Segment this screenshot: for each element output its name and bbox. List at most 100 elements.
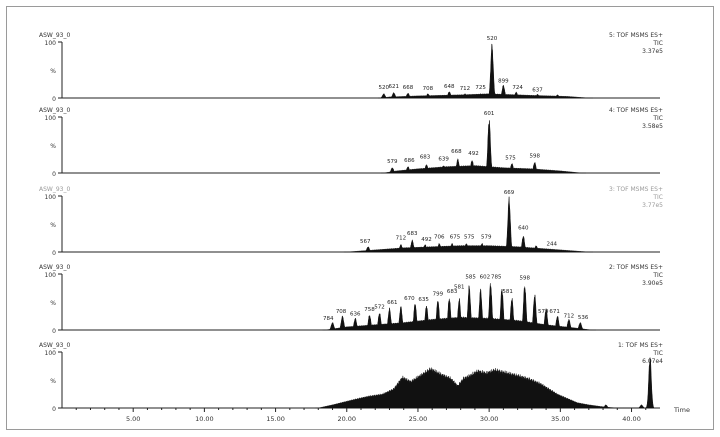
peak-label: 799 bbox=[433, 291, 444, 297]
y-tick-label-max: 100 bbox=[45, 40, 57, 47]
peak-label: 712 bbox=[564, 314, 575, 320]
peak-label: 601 bbox=[484, 111, 495, 117]
trace-function-label: 1: TOF MS ES+ bbox=[618, 342, 663, 349]
x-tick-label: 25.00 bbox=[409, 415, 428, 423]
trace-intensity-label: 3.58e5 bbox=[642, 123, 663, 130]
x-tick-label: 15.00 bbox=[266, 415, 285, 423]
trace-function-label: 2: TOF MSMS ES+ bbox=[609, 264, 663, 271]
trace-detector-label: TIC bbox=[652, 40, 663, 47]
peak-label: 784 bbox=[323, 316, 334, 322]
peak-label: 572 bbox=[374, 305, 385, 311]
peak-label: 585 bbox=[465, 274, 476, 280]
trace-function-label: 5: TOF MSMS ES+ bbox=[609, 32, 663, 39]
peak-label: 686 bbox=[404, 158, 415, 164]
peak-label: 581 bbox=[454, 285, 465, 291]
y-tick-label-min: 0 bbox=[52, 96, 56, 103]
peak-label: 598 bbox=[529, 153, 540, 159]
peak-label: 520 bbox=[487, 36, 498, 42]
peak-label: 670 bbox=[404, 296, 415, 302]
peak-label: 579 bbox=[538, 309, 549, 315]
peak-label: 575 bbox=[505, 156, 516, 162]
x-tick-label: 30.00 bbox=[480, 415, 499, 423]
trace-function-label: 4: TOF MSMS ES+ bbox=[609, 107, 663, 114]
peak-label: 621 bbox=[388, 84, 399, 90]
peak-label: 492 bbox=[421, 237, 432, 243]
trace-detector-label: TIC bbox=[652, 194, 663, 201]
y-axis-unit: % bbox=[50, 222, 56, 229]
peak-label: 785 bbox=[491, 274, 502, 280]
peak-label: 671 bbox=[549, 309, 560, 315]
peak-label: 636 bbox=[350, 311, 361, 317]
trace-sample-label: ASW_93_0 bbox=[39, 264, 70, 271]
trace-intensity-label: 3.37e5 bbox=[642, 48, 663, 55]
y-axis-unit: % bbox=[50, 143, 56, 150]
peak-label: 668 bbox=[403, 85, 414, 91]
x-tick-label: 20.00 bbox=[337, 415, 356, 423]
y-tick-label-min: 0 bbox=[52, 406, 56, 413]
peak-label: 492 bbox=[468, 151, 479, 157]
peak-label: 640 bbox=[518, 226, 529, 232]
x-tick-label: 10.00 bbox=[195, 415, 214, 423]
trace-panels: ASW_93_0 5: TOF MSMS ES+TIC3.37e5100%0520… bbox=[39, 32, 663, 413]
peak-label: 602 bbox=[480, 274, 491, 280]
y-axis-unit: % bbox=[50, 68, 56, 75]
peak-label: 668 bbox=[451, 149, 462, 155]
y-tick-label-min: 0 bbox=[52, 328, 56, 335]
peak-label: 648 bbox=[444, 84, 455, 90]
y-tick-label-max: 100 bbox=[45, 272, 57, 279]
peak-label: 244 bbox=[547, 241, 558, 247]
peak-label: 758 bbox=[364, 307, 375, 313]
trace-intensity-label: 6.07e4 bbox=[642, 358, 663, 365]
trace-sample-label: ASW_93_0 bbox=[39, 186, 70, 193]
x-tick-label: 40.00 bbox=[622, 415, 641, 423]
peak-label: 712 bbox=[396, 236, 407, 242]
peak-label: 683 bbox=[447, 289, 458, 295]
trace-detector-label: TIC bbox=[652, 272, 663, 279]
trace-signal bbox=[343, 196, 594, 253]
y-tick-label-max: 100 bbox=[45, 350, 57, 357]
x-axis: 5.00 10.00 15.00 20.00 25.00 30.00 35.00 40.00 T… bbox=[75, 406, 690, 423]
peak-label: 637 bbox=[532, 87, 543, 93]
peak-label: 661 bbox=[387, 300, 398, 306]
trace-intensity-label: 3.77e5 bbox=[642, 202, 663, 209]
y-axis-unit: % bbox=[50, 378, 56, 385]
peak-label: 708 bbox=[336, 309, 347, 315]
trace-signal bbox=[378, 43, 594, 99]
y-tick-label-max: 100 bbox=[45, 194, 57, 201]
peak-label: 899 bbox=[498, 78, 509, 84]
trace-detector-label: TIC bbox=[652, 115, 663, 122]
peak-label: 567 bbox=[360, 239, 371, 245]
peak-label: 683 bbox=[407, 231, 418, 237]
peak-label: 579 bbox=[387, 159, 398, 165]
peak-label: 639 bbox=[438, 157, 449, 163]
trace-sample-label: ASW_93_0 bbox=[39, 342, 70, 349]
trace-signal bbox=[322, 283, 596, 331]
trace-signal bbox=[380, 120, 586, 174]
y-tick-label-min: 0 bbox=[52, 171, 56, 178]
trace-sample-label: ASW_93_0 bbox=[39, 32, 70, 39]
peak-label: 598 bbox=[519, 276, 530, 282]
peak-label: 724 bbox=[512, 85, 523, 91]
peak-label: 706 bbox=[434, 235, 445, 241]
peak-label: 520 bbox=[379, 85, 390, 91]
peak-label: 581 bbox=[502, 289, 513, 295]
x-tick-label: 5.00 bbox=[126, 415, 140, 423]
trace-signal bbox=[315, 357, 655, 409]
trace-intensity-label: 3.90e5 bbox=[642, 280, 663, 287]
peak-label: 579 bbox=[481, 235, 492, 241]
x-tick-label: 35.00 bbox=[551, 415, 570, 423]
peak-label: 669 bbox=[504, 190, 515, 196]
trace-function-label: 3: TOF MSMS ES+ bbox=[609, 186, 663, 193]
x-axis-unit: Time bbox=[673, 406, 690, 414]
trace-sample-label: ASW_93_0 bbox=[39, 107, 70, 114]
y-tick-label-min: 0 bbox=[52, 250, 56, 257]
peak-label: 575 bbox=[464, 235, 475, 241]
peak-label: 708 bbox=[423, 86, 434, 92]
y-axis-unit: % bbox=[50, 300, 56, 307]
